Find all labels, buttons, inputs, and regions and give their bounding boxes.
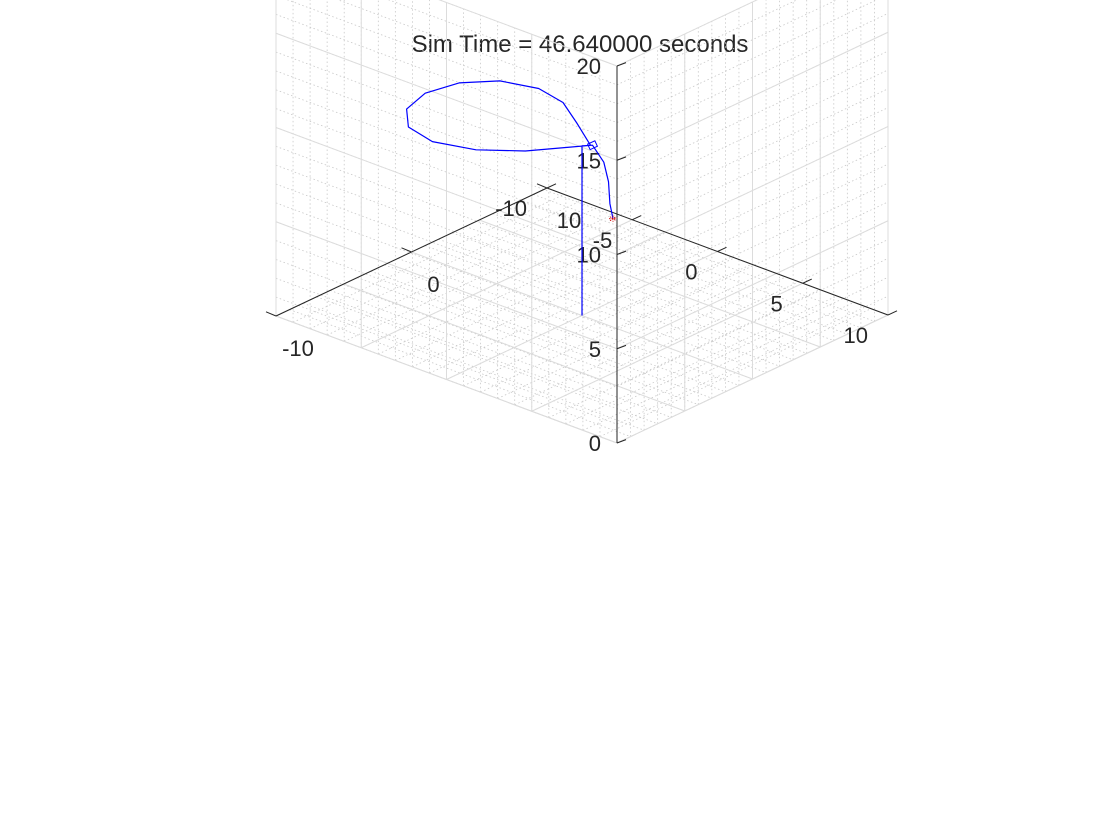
z-tick: [616, 156, 627, 161]
minor-grid-line-floor-x: [438, 238, 780, 367]
minor-grid-line-wallR-z: [275, 145, 618, 274]
y-tick-label: 5: [771, 291, 783, 316]
y-tick-label: 10: [844, 323, 868, 348]
minor-grid-line-wallR-z: [275, 108, 618, 237]
minor-grid-line-floor-x: [424, 245, 767, 373]
minor-grid-line-floor-x: [533, 194, 875, 322]
z-tick-label: 20: [577, 54, 601, 79]
minor-grid-line-floor-x: [357, 277, 699, 405]
major-grid-line-wallL-z: [616, 126, 889, 255]
z-tick-label: 0: [589, 431, 601, 456]
trajectory-plot: [406, 80, 617, 316]
minor-grid-line-wallR-z: [275, 89, 618, 218]
y-tick-label: -5: [593, 228, 613, 253]
minor-grid-line-floor-x: [492, 213, 834, 341]
x-tick: [401, 247, 412, 253]
major-grid-line-wallR-z: [275, 221, 618, 350]
major-grid-line-floor-y: [531, 282, 803, 412]
minor-grid-line-floor-x: [384, 264, 726, 393]
minor-grid-line-wallR-z: [275, 183, 618, 312]
axis-ticks: [265, 62, 898, 444]
minor-grid-line-floor-x: [452, 232, 794, 361]
z-tick: [616, 250, 627, 255]
major-grid-line-wallR-z: [275, 127, 618, 255]
major-grid-line-wallL-z: [616, 220, 889, 350]
minor-grid-line-wallR-z: [275, 259, 618, 387]
x-tick-label: 10: [557, 208, 581, 233]
major-grid-line-wallL-z: [616, 314, 889, 444]
minor-grid-line-wallR-z: [275, 14, 618, 142]
y-tick-label: -10: [495, 196, 527, 221]
minor-grid-line-wallR-z: [275, 277, 618, 406]
major-grid-line-wallR-z: [275, 32, 618, 161]
trajectory-line: [406, 80, 614, 316]
z-tick-label: 10: [577, 243, 601, 268]
z-tick: [616, 344, 627, 350]
y-tick: [717, 246, 727, 252]
minor-grid-line-floor-x: [519, 200, 862, 329]
major-grid-line-wallL-z: [616, 31, 889, 161]
minor-grid-line-wallR-z: [275, 240, 618, 368]
z-tick: [616, 439, 627, 444]
z-tick-label: 5: [589, 337, 601, 362]
target-marker: [609, 215, 617, 222]
minor-grid-line-floor-x: [302, 302, 645, 431]
minor-grid-line-floor-x: [330, 290, 672, 418]
x-tick-label: 0: [427, 272, 439, 297]
major-grid-line-floor-y: [361, 219, 633, 349]
y-tick: [887, 310, 898, 316]
y-tick-label: 0: [685, 260, 697, 285]
x-tick-label: -10: [282, 336, 314, 361]
major-grid-line-wallR-z: [275, 315, 618, 444]
minor-grid-line-floor-x: [370, 270, 712, 399]
major-grid-line-wallR-z: [438, 0, 618, 67]
minor-grid-line-wallR-z: [275, 164, 618, 293]
minor-grid-line-floor-x: [316, 296, 658, 425]
minor-grid-line-floor-x: [289, 309, 631, 437]
major-grid-line-wallL-z: [616, 0, 758, 67]
target-marker-stroke: [609, 216, 617, 222]
z-tick: [616, 62, 627, 67]
minor-grid-line-wallR-z: [275, 51, 618, 180]
minor-grid-line-wallR-z: [275, 296, 618, 425]
minor-grid-line-floor-x: [506, 206, 848, 335]
minor-grid-line-floor-x: [397, 258, 740, 386]
x-tick: [536, 183, 548, 189]
vehicle-marker: [586, 140, 599, 151]
y-tick: [802, 278, 812, 284]
minor-grid-line-wallR-z: [275, 70, 618, 199]
y-tick: [632, 215, 642, 221]
y-tick: [546, 183, 557, 189]
minor-grid-line-floor-x: [465, 226, 807, 354]
x-tick: [265, 311, 277, 317]
minor-grid-line-wallR-z: [275, 202, 618, 331]
chart-title: Sim Time = 46.640000 seconds: [412, 31, 749, 58]
minor-grid-line-wallR-z: [286, 0, 618, 123]
